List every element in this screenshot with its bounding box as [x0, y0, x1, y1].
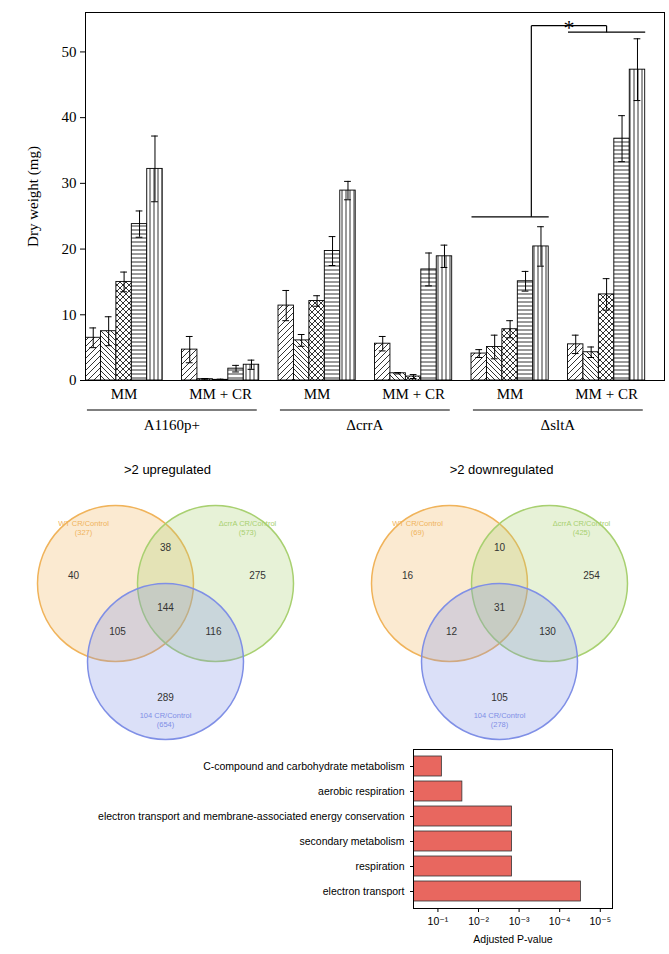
svg-text:16: 16	[402, 570, 414, 581]
svg-text:50: 50	[62, 44, 77, 60]
svg-text:ΔcrrA CR/Control(573): ΔcrrA CR/Control(573)	[219, 519, 277, 537]
svg-text:144: 144	[157, 602, 174, 613]
svg-text:A1160p+: A1160p+	[144, 417, 200, 433]
svg-text:WT CR/Control(69): WT CR/Control(69)	[392, 519, 443, 537]
svg-text:MM: MM	[497, 386, 524, 402]
svg-text:31: 31	[494, 602, 506, 613]
svg-text:38: 38	[160, 542, 172, 553]
svg-text:>2 downregulated: >2 downregulated	[450, 462, 554, 477]
svg-text:WT CR/Control(327): WT CR/Control(327)	[58, 519, 109, 537]
svg-text:>2 upregulated: >2 upregulated	[124, 462, 211, 477]
svg-text:20: 20	[62, 241, 77, 257]
svg-text:105: 105	[109, 626, 126, 637]
svg-text:10⁻³: 10⁻³	[509, 915, 530, 927]
svg-text:electron transport and membran: electron transport and membrane-associat…	[98, 810, 405, 822]
svg-text:104 CR/Control(654): 104 CR/Control(654)	[140, 711, 192, 729]
svg-text:0: 0	[69, 372, 77, 388]
svg-text:130: 130	[539, 626, 556, 637]
svg-text:ΔcrrA CR/Control(425): ΔcrrA CR/Control(425)	[553, 519, 611, 537]
svg-text:Dry weight (mg): Dry weight (mg)	[25, 146, 42, 247]
svg-text:289: 289	[157, 692, 174, 703]
svg-text:12: 12	[446, 626, 458, 637]
svg-text:MM + CR: MM + CR	[575, 386, 638, 402]
svg-text:MM: MM	[111, 386, 138, 402]
svg-text:C-compound and carbohydrate me: C-compound and carbohydrate metabolism	[203, 760, 405, 772]
svg-text:10: 10	[494, 542, 506, 553]
svg-text:MM + CR: MM + CR	[189, 386, 252, 402]
svg-text:10⁻²: 10⁻²	[468, 915, 489, 927]
svg-text:ΔcrrA: ΔcrrA	[346, 417, 383, 433]
svg-text:electron transport: electron transport	[323, 885, 405, 897]
svg-text:MM: MM	[304, 386, 331, 402]
svg-text:10⁻¹: 10⁻¹	[428, 915, 449, 927]
svg-text:104 CR/Control(278): 104 CR/Control(278)	[474, 711, 526, 729]
svg-text:ΔsltA: ΔsltA	[541, 417, 576, 433]
svg-text:respiration: respiration	[355, 860, 404, 872]
svg-text:10⁻⁴: 10⁻⁴	[549, 915, 571, 927]
svg-text:116: 116	[206, 626, 222, 637]
svg-text:105: 105	[491, 692, 508, 703]
svg-text:aerobic respiration: aerobic respiration	[318, 785, 405, 797]
svg-text:40: 40	[62, 109, 77, 125]
svg-text:30: 30	[62, 175, 77, 191]
svg-text:40: 40	[68, 570, 80, 581]
svg-text:10⁻⁵: 10⁻⁵	[589, 915, 611, 927]
svg-text:*: *	[563, 15, 574, 40]
svg-text:Adjusted P-value: Adjusted P-value	[473, 933, 553, 945]
svg-text:10: 10	[62, 307, 77, 323]
svg-text:275: 275	[249, 570, 266, 581]
svg-text:secondary metabolism: secondary metabolism	[299, 835, 404, 847]
svg-text:254: 254	[583, 570, 600, 581]
svg-text:MM + CR: MM + CR	[382, 386, 445, 402]
